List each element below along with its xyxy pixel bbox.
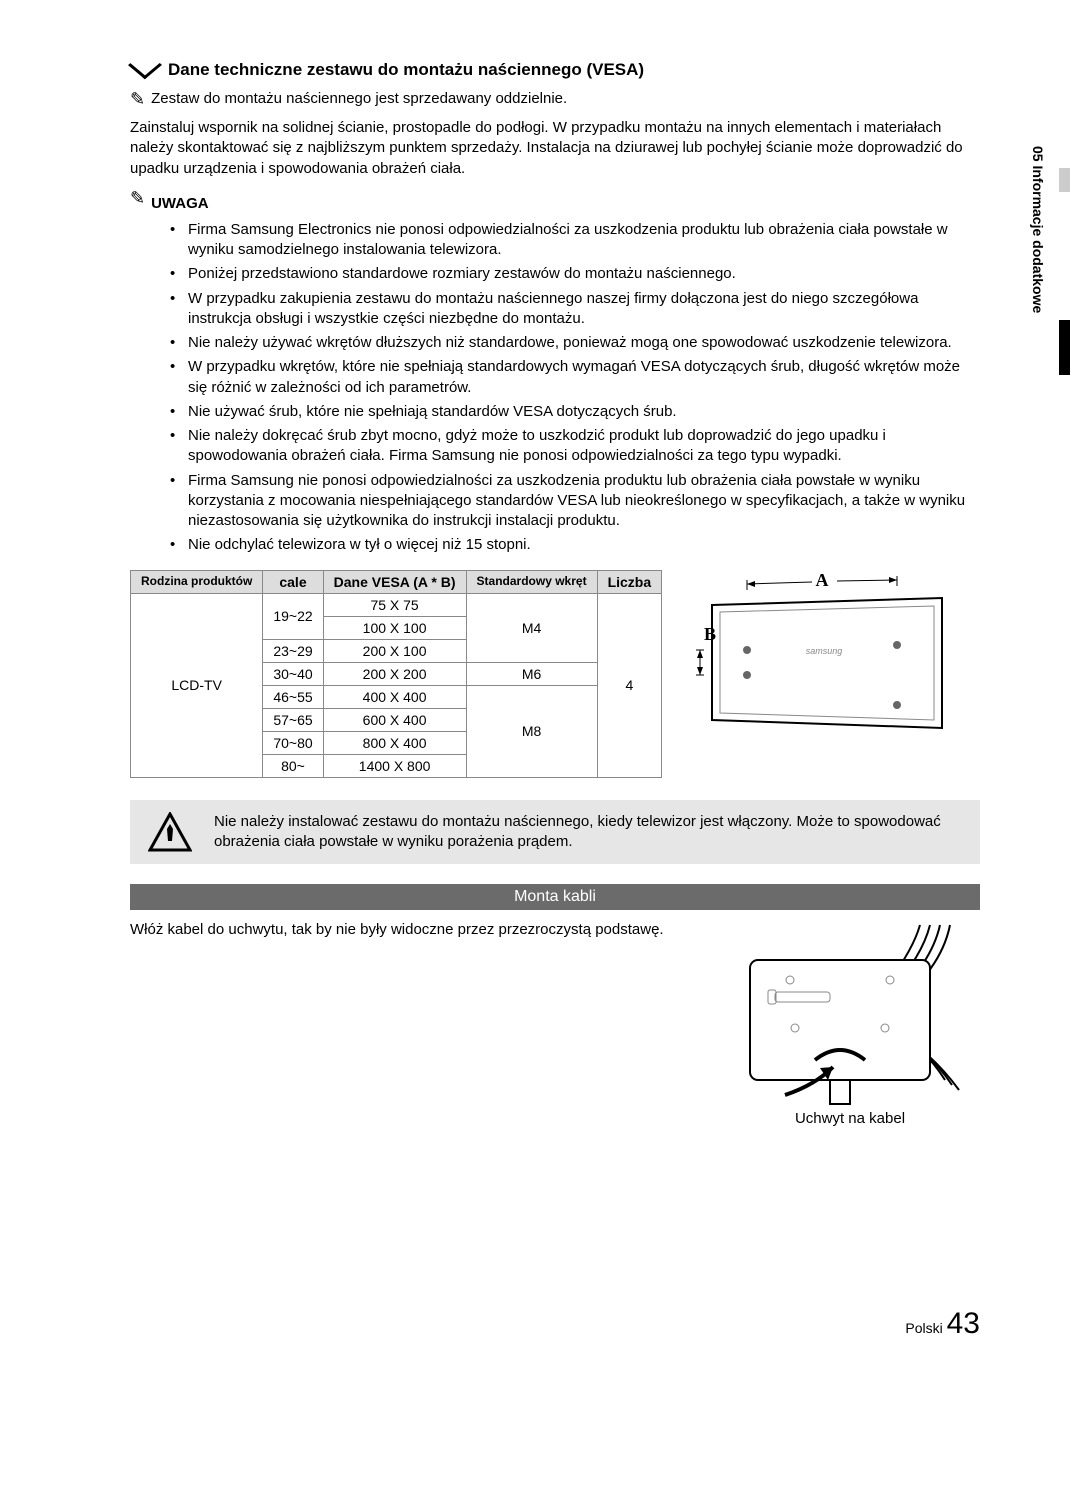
warning-box: Nie należy instalować zestawu do montażu… bbox=[130, 800, 980, 865]
bullet-list: Firma Samsung Electronics nie ponosi odp… bbox=[170, 220, 980, 556]
note-icon: ✎ bbox=[130, 90, 145, 108]
cell: 75 X 75 bbox=[323, 593, 466, 616]
cell: 57~65 bbox=[263, 708, 323, 731]
note-text: Zestaw do montażu naściennego jest sprze… bbox=[151, 90, 567, 107]
list-item: Firma Samsung nie ponosi odpowiedzialnoś… bbox=[170, 471, 980, 532]
section-bar: Monta kabli bbox=[130, 884, 980, 910]
cell: 800 X 400 bbox=[323, 731, 466, 754]
cell: 200 X 200 bbox=[323, 662, 466, 685]
footer-page-number: 43 bbox=[947, 1307, 980, 1340]
list-item: Nie należy dokręcać śrub zbyt mocno, gdy… bbox=[170, 426, 980, 467]
col-header: Liczba bbox=[597, 570, 662, 593]
col-header: Standardowy wkręt bbox=[466, 570, 597, 593]
uwaga-label: UWAGA bbox=[151, 195, 209, 212]
col-header: Rodzina produktów bbox=[131, 570, 263, 593]
cell: 30~40 bbox=[263, 662, 323, 685]
col-header: Dane VESA (A * B) bbox=[323, 570, 466, 593]
cell: 100 X 100 bbox=[323, 616, 466, 639]
warning-text: Nie należy instalować zestawu do montażu… bbox=[214, 812, 962, 853]
page-footer: Polski 43 bbox=[130, 1307, 980, 1341]
list-item: W przypadku wkrętów, które nie spełniają… bbox=[170, 357, 980, 398]
cell: 80~ bbox=[263, 754, 323, 777]
cell: 200 X 100 bbox=[323, 639, 466, 662]
list-item: Firma Samsung Electronics nie ponosi odp… bbox=[170, 220, 980, 261]
svg-text:samsung: samsung bbox=[806, 646, 843, 656]
cell: 4 bbox=[597, 593, 662, 777]
cell-family: LCD-TV bbox=[131, 593, 263, 777]
cell: 70~80 bbox=[263, 731, 323, 754]
cell: 1400 X 800 bbox=[323, 754, 466, 777]
svg-text:A: A bbox=[816, 570, 829, 590]
checkmark-icon bbox=[128, 51, 162, 80]
vesa-table: Rodzina produktów cale Dane VESA (A * B)… bbox=[130, 570, 662, 778]
list-item: Nie należy używać wkrętów dłuższych niż … bbox=[170, 333, 980, 353]
cell: 19~22 bbox=[263, 593, 323, 639]
cell: M6 bbox=[466, 662, 597, 685]
list-item: Nie odchylać telewizora w tył o więcej n… bbox=[170, 535, 980, 555]
footer-lang: Polski bbox=[905, 1320, 942, 1336]
intro-paragraph: Zainstaluj wspornik na solidnej ścianie,… bbox=[130, 118, 980, 179]
section-heading: Dane techniczne zestawu do montażu naści… bbox=[168, 60, 644, 80]
cell: 400 X 400 bbox=[323, 685, 466, 708]
list-item: Nie używać śrub, które nie spełniają sta… bbox=[170, 402, 980, 422]
cell: 600 X 400 bbox=[323, 708, 466, 731]
cell: M8 bbox=[466, 685, 597, 777]
side-chapter-tab: 05 Informacje dodatkowe bbox=[1026, 140, 1050, 319]
svg-text:B: B bbox=[704, 624, 716, 644]
cell: 46~55 bbox=[263, 685, 323, 708]
cable-paragraph: Włóż kabel do uchwytu, tak by nie były w… bbox=[130, 920, 664, 940]
cell: M4 bbox=[466, 593, 597, 662]
list-item: Poniżej przedstawiono standardowe rozmia… bbox=[170, 264, 980, 284]
side-thumb-light bbox=[1059, 168, 1070, 192]
list-item: W przypadku zakupienia zestawu do montaż… bbox=[170, 289, 980, 330]
tv-vesa-diagram: A B samsung bbox=[692, 570, 952, 740]
warning-triangle-icon bbox=[148, 812, 192, 852]
side-thumb-dark bbox=[1059, 320, 1070, 375]
col-header: cale bbox=[263, 570, 323, 593]
cell: 23~29 bbox=[263, 639, 323, 662]
cable-holder-figure: Uchwyt na kabel bbox=[720, 920, 980, 1127]
note-icon: ✎ bbox=[130, 189, 145, 207]
